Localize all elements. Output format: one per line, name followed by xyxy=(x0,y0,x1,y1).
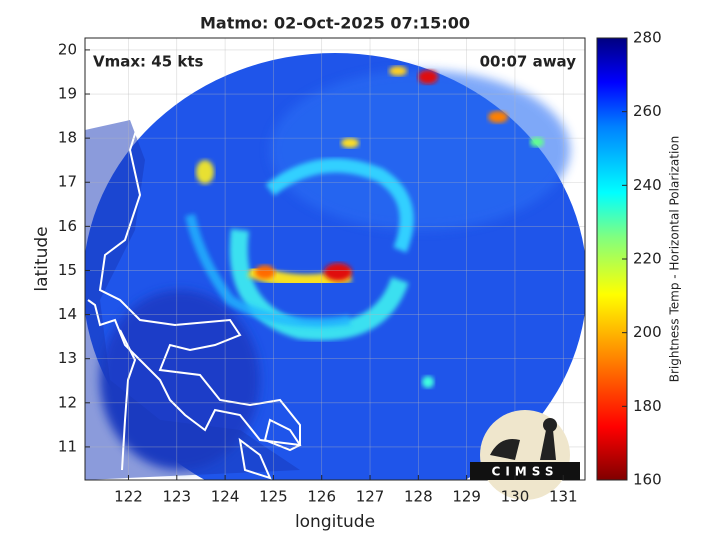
y-tick-label: 18 xyxy=(58,129,77,147)
y-tick-label: 11 xyxy=(58,437,77,455)
y-axis-label: latitude xyxy=(32,226,52,291)
colorbar-tick-label: 260 xyxy=(633,102,662,120)
x-tick-label: 123 xyxy=(162,488,191,506)
y-tick-label: 16 xyxy=(58,217,77,235)
colorbar-tick-label: 180 xyxy=(633,397,662,415)
x-axis-label: longitude xyxy=(295,512,375,532)
x-tick-label: 129 xyxy=(452,488,481,506)
x-tick-label: 126 xyxy=(307,488,336,506)
x-tick-label: 122 xyxy=(114,488,143,506)
colorbar-tick-label: 200 xyxy=(633,323,662,341)
x-tick-label: 124 xyxy=(211,488,240,506)
y-tick-label: 17 xyxy=(58,173,77,191)
logo: CIMSS xyxy=(470,410,580,500)
colorbar-tick-label: 240 xyxy=(633,176,662,194)
y-tick-label: 15 xyxy=(58,261,77,279)
coastlines xyxy=(87,93,302,480)
y-tick-label: 12 xyxy=(58,393,77,411)
colorbar-tick-label: 280 xyxy=(633,29,662,47)
x-tick-label: 130 xyxy=(501,488,530,506)
colorbar-tick-label: 220 xyxy=(633,250,662,268)
logo-text: CIMSS xyxy=(492,465,559,479)
x-tick-label: 128 xyxy=(404,488,433,506)
time-away-label: 00:07 away xyxy=(480,53,577,71)
vmax-label: Vmax: 45 kts xyxy=(93,53,203,71)
plot-frame xyxy=(84,37,586,481)
x-tick-label: 127 xyxy=(356,488,385,506)
title: Matmo: 02-Oct-2025 07:15:00 xyxy=(200,14,470,33)
x-tick-label: 131 xyxy=(549,488,578,506)
y-tick-label: 14 xyxy=(58,305,77,323)
y-tick-label: 20 xyxy=(58,40,77,58)
colorbar-tick-label: 160 xyxy=(633,471,662,489)
y-tick-label: 13 xyxy=(58,349,77,367)
swath xyxy=(85,53,585,480)
colorbar-label: Brightness Temp - Horizontal Polarizatio… xyxy=(668,136,682,383)
x-tick-label: 125 xyxy=(259,488,288,506)
y-tick-label: 19 xyxy=(58,85,77,103)
